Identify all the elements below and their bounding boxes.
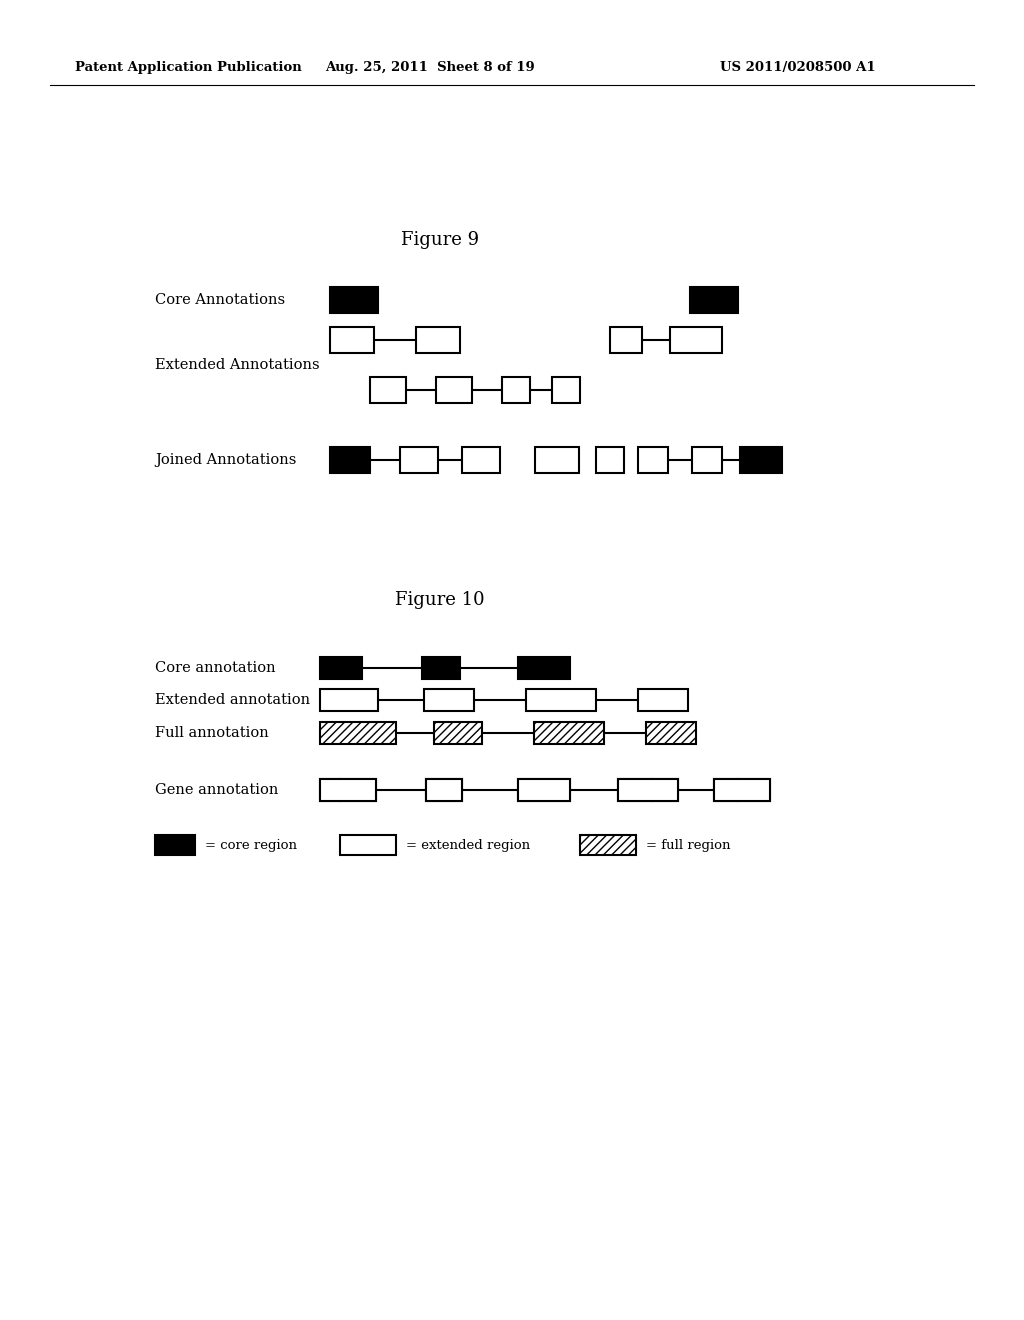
Bar [400,447,438,473]
Bar [319,657,362,678]
Text: Extended Annotations: Extended Annotations [155,358,319,372]
Bar [462,447,500,473]
Bar [596,447,624,473]
Text: Patent Application Publication: Patent Application Publication [75,62,302,74]
Bar [330,447,370,473]
Bar [638,447,668,473]
Text: = full region: = full region [646,838,730,851]
Bar [416,327,460,352]
Bar [580,836,636,855]
Bar [552,378,580,403]
Bar [526,689,596,711]
Text: Aug. 25, 2011  Sheet 8 of 19: Aug. 25, 2011 Sheet 8 of 19 [326,62,535,74]
Bar [518,779,570,801]
Bar [738,779,770,801]
Text: US 2011/0208500 A1: US 2011/0208500 A1 [720,62,876,74]
Text: Figure 10: Figure 10 [395,591,484,609]
Text: = extended region: = extended region [406,838,530,851]
Bar [340,836,396,855]
Bar [646,722,696,744]
Text: Extended annotation: Extended annotation [155,693,310,708]
Bar [740,447,782,473]
Text: Gene annotation: Gene annotation [155,783,279,797]
Text: = core region: = core region [205,838,297,851]
Text: Core Annotations: Core Annotations [155,293,285,308]
Bar [422,657,460,678]
Bar [618,779,678,801]
Bar [535,447,579,473]
Text: Figure 9: Figure 9 [401,231,479,249]
Bar [502,378,530,403]
Bar [638,689,688,711]
Bar [319,779,376,801]
Bar [330,286,378,313]
Bar [518,657,570,678]
Bar [424,689,474,711]
Bar [434,722,482,744]
Bar [426,779,462,801]
Bar [692,447,722,473]
Bar [534,722,604,744]
Bar [518,779,570,801]
Bar [690,286,738,313]
Bar [319,689,378,711]
Text: Joined Annotations: Joined Annotations [155,453,296,467]
Bar [436,378,472,403]
Bar [330,327,374,352]
Bar [340,779,376,801]
Bar [618,779,652,801]
Bar [714,779,738,801]
Bar [714,779,770,801]
Text: Core annotation: Core annotation [155,661,275,675]
Bar [155,836,195,855]
Text: Full annotation: Full annotation [155,726,268,741]
Bar [426,779,462,801]
Bar [670,327,722,352]
Bar [319,722,396,744]
Bar [610,327,642,352]
Bar [319,779,340,801]
Bar [652,779,678,801]
Bar [370,378,406,403]
